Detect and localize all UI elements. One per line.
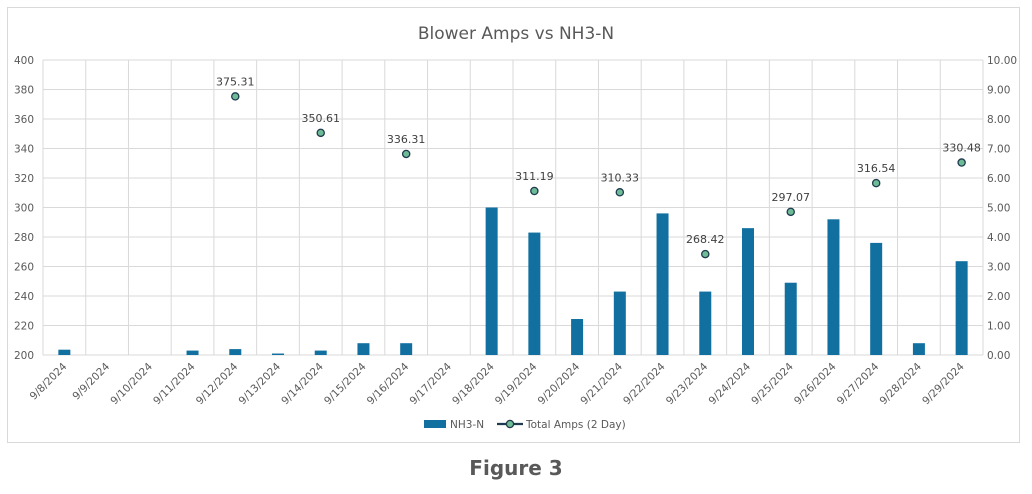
bar-nh3-n: [656, 213, 669, 355]
chart: Blower Amps vs NH3-N 200 220 240 260 280 300 32…: [14, 24, 1017, 431]
y-left-tick-label: 260: [14, 262, 34, 274]
figure-caption: Figure 3: [469, 456, 563, 480]
x-tick-label: 9/11/2024: [151, 360, 198, 407]
x-tick-label: 9/17/2024: [407, 360, 454, 407]
y-right-tick-label: 0.00: [987, 350, 1010, 362]
x-tick-label: 9/21/2024: [578, 360, 625, 407]
bar-nh3-n: [742, 228, 754, 355]
bar-nh3-n: [272, 353, 284, 355]
x-tick-label: 9/19/2024: [493, 360, 540, 407]
bar-nh3-n: [400, 343, 413, 355]
y-left-tick-label: 240: [14, 291, 34, 303]
data-label-total-amps: 336.31: [387, 133, 426, 146]
data-label-total-amps: 316.54: [857, 162, 896, 175]
bar-nh3-n: [357, 343, 370, 355]
bar-nh3-n: [528, 232, 541, 355]
x-tick-label: 9/18/2024: [450, 360, 497, 407]
x-tick-label: 9/9/2024: [70, 360, 112, 402]
y-left-tick-label: 380: [14, 85, 34, 97]
x-tick-label: 9/23/2024: [664, 360, 711, 407]
bar-nh3-n: [229, 349, 242, 355]
y-left-tick-label: 400: [14, 55, 34, 67]
data-label-total-amps: 375.31: [216, 75, 255, 88]
x-tick-label: 9/29/2024: [920, 360, 967, 407]
bar-nh3-n: [186, 350, 199, 355]
point-total-amps: [701, 249, 710, 259]
y-right-tick-label: 2.00: [987, 291, 1010, 303]
x-tick-label: 9/8/2024: [28, 360, 70, 402]
y-right-tick-label: 1.00: [987, 321, 1010, 333]
bar-nh3-n: [485, 207, 498, 355]
x-tick-label: 9/16/2024: [365, 360, 412, 407]
bar-nh3-n: [613, 291, 626, 355]
y-left-tick-label: 280: [14, 232, 34, 244]
y-left-tick-label: 220: [14, 321, 34, 333]
x-tick-label: 9/20/2024: [536, 360, 583, 407]
bar-nh3-n: [955, 261, 968, 355]
bar-nh3-n: [870, 242, 883, 355]
x-tick-label: 9/14/2024: [279, 360, 326, 407]
y-right-tick-label: 10.00: [987, 55, 1017, 67]
data-label-total-amps: 330.48: [942, 142, 981, 155]
point-total-amps: [957, 158, 966, 167]
y-left-tick-label: 320: [14, 173, 34, 185]
y-right-tick-label: 7.00: [987, 144, 1010, 156]
data-label-total-amps: 350.61: [301, 112, 340, 125]
chart-title: Blower Amps vs NH3-N: [418, 24, 614, 44]
x-tick-label: 9/24/2024: [707, 360, 754, 407]
y-right-tick-label: 9.00: [987, 85, 1010, 97]
legend-label-total-amps: Total Amps (2 Day): [525, 419, 626, 431]
x-tick-label: 9/26/2024: [792, 360, 839, 407]
y-right-tick-label: 4.00: [987, 232, 1010, 244]
x-tick-label: 9/15/2024: [322, 360, 369, 407]
data-label-total-amps: 297.07: [771, 191, 810, 204]
bar-nh3-n: [699, 291, 712, 355]
x-tick-label: 9/25/2024: [749, 360, 796, 407]
legend-label-nh3-n: NH3-N: [450, 419, 484, 431]
y-left-tick-label: 200: [14, 350, 34, 362]
data-label-total-amps: 310.33: [601, 171, 640, 184]
bar-nh3-n: [58, 349, 71, 355]
x-tick-label: 9/22/2024: [621, 360, 668, 407]
x-tick-label: 9/28/2024: [877, 360, 924, 407]
point-total-amps: [401, 149, 411, 159]
bar-nh3-n: [314, 350, 327, 355]
x-tick-label: 9/27/2024: [835, 360, 882, 407]
data-label-total-amps: 311.19: [515, 170, 554, 183]
x-tick-label: 9/12/2024: [194, 360, 241, 407]
bar-nh3-n: [827, 219, 840, 355]
y-right-tick-label: 8.00: [987, 114, 1010, 126]
point-total-amps: [530, 186, 539, 196]
legend-marker-total-amps: [505, 419, 515, 429]
point-total-amps: [316, 128, 325, 138]
data-label-total-amps: 268.42: [686, 233, 725, 246]
y-left-tick-label: 300: [14, 203, 34, 215]
y-right-tick-label: 5.00: [987, 203, 1010, 215]
y-left-tick-label: 360: [14, 114, 34, 126]
bar-nh3-n: [571, 319, 584, 355]
x-tick-label: 9/13/2024: [237, 360, 284, 407]
legend-swatch-nh3-n: [424, 420, 446, 428]
bar-nh3-n: [784, 282, 797, 355]
x-tick-label: 9/10/2024: [108, 360, 155, 407]
point-total-amps: [786, 207, 795, 217]
bar-nh3-n: [912, 343, 925, 355]
point-total-amps: [871, 178, 881, 188]
point-total-amps: [231, 92, 240, 101]
point-total-amps: [615, 188, 625, 197]
y-left-tick-label: 340: [14, 144, 34, 156]
y-right-tick-label: 6.00: [987, 173, 1010, 185]
y-right-tick-label: 3.00: [987, 262, 1010, 274]
